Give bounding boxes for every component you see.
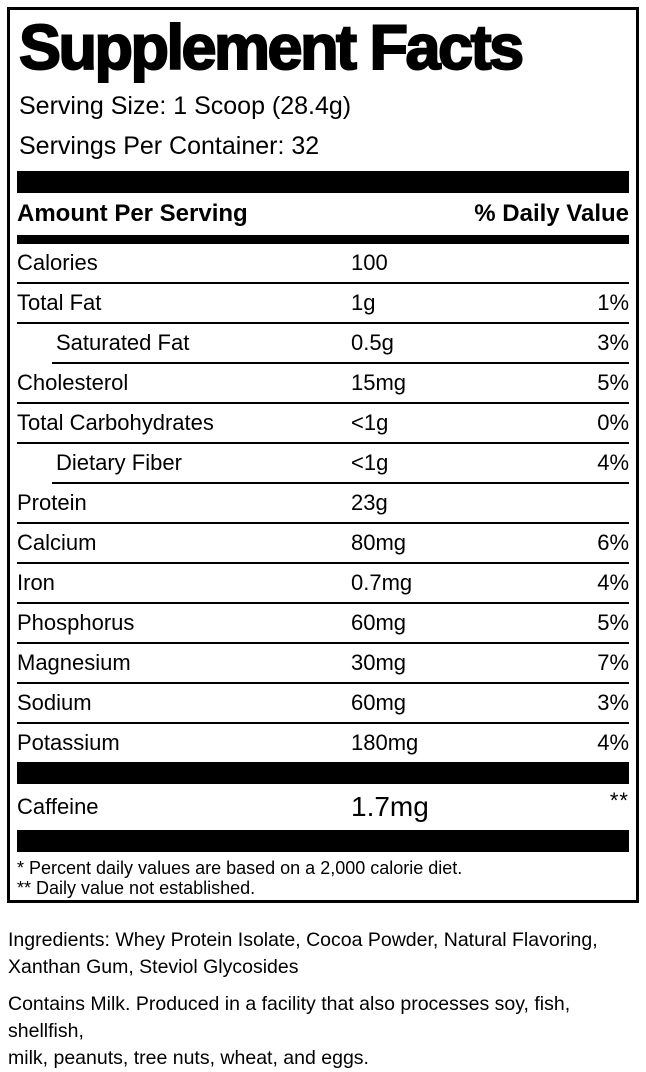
nutrient-row-magnesium: Magnesium 30mg 7% [17,644,629,682]
nutrient-row-protein: Protein 23g [17,484,629,522]
daily-value-header: % Daily Value [474,200,629,227]
nutrient-amount: 0.7mg [351,570,413,595]
nutrient-name: Dietary Fiber [56,450,182,475]
row-divider [17,522,629,524]
row-divider [17,402,629,404]
footnote-daily-values: * Percent daily values are based on a 2,… [17,858,463,878]
nutrient-daily-value: 4% [597,570,629,595]
nutrient-row-caffeine: Caffeine 1.7mg ** [17,784,629,830]
nutrient-amount: <1g [351,410,389,435]
nutrient-daily-value: 4% [597,450,629,475]
row-divider [17,682,629,684]
nutrient-name: Total Carbohydrates [17,410,214,435]
nutrient-row-total-fat: Total Fat 1g 1% [17,284,629,322]
servings-per-container-text: Servings Per Container: 32 [19,132,320,160]
nutrient-name: Magnesium [17,650,131,675]
nutrient-amount: 1g [351,290,376,315]
nutrient-amount: 30mg [351,650,407,675]
nutrient-amount: 80mg [351,530,407,555]
label-title: Supplement Facts [18,12,525,84]
nutrient-daily-value: 5% [597,610,629,635]
row-divider [17,602,629,604]
nutrient-name: Calcium [17,530,97,555]
nutrient-amount: 100 [351,250,388,275]
nutrient-amount: 60mg [351,690,407,715]
row-divider [17,642,629,644]
nutrient-row-calories: Calories 100 [17,244,629,282]
nutrient-amount: <1g [351,450,389,475]
nutrient-row-total-carbohydrates: Total Carbohydrates <1g 0% [17,404,629,442]
nutrient-row-dietary-fiber: Dietary Fiber <1g 4% [17,444,629,482]
nutrient-name: Total Fat [17,290,102,315]
nutrient-name: Protein [17,490,87,515]
footnote-not-established: ** Daily value not established. [17,878,256,898]
nutrient-row-saturated-fat: Saturated Fat 0.5g 3% [17,324,629,362]
nutrient-amount: 180mg [351,730,419,755]
nutrient-daily-value: 6% [597,530,629,555]
nutrient-daily-value: 3% [597,330,629,355]
divider-medium [17,235,629,244]
nutrient-daily-value: 4% [597,730,629,755]
divider-thick-middle [17,762,629,784]
ingredients-text: Ingredients: Whey Protein Isolate, Cocoa… [8,929,598,978]
row-divider [17,442,629,444]
nutrient-name: Caffeine [17,794,99,819]
nutrient-daily-value: 1% [597,290,629,315]
row-divider [17,722,629,724]
table-header-row: Amount Per Serving % Daily Value [17,193,629,235]
nutrient-name: Iron [17,570,55,595]
nutrient-amount: 0.5g [351,330,394,355]
amount-per-serving-header: Amount Per Serving [17,200,248,227]
nutrient-name: Phosphorus [17,610,135,635]
nutrient-name: Sodium [17,690,92,715]
footnotes: * Percent daily values are based on a 2,… [17,858,629,898]
nutrient-daily-value: 7% [597,650,629,675]
nutrient-amount: 60mg [351,610,407,635]
divider-thick-top [17,171,629,193]
nutrient-amount: 15mg [351,370,407,395]
nutrient-name: Potassium [17,730,120,755]
nutrient-name: Saturated Fat [56,330,190,355]
nutrient-amount: 23g [351,490,388,515]
nutrient-row-potassium: Potassium 180mg 4% [17,724,629,762]
serving-size-text: Serving Size: 1 Scoop (28.4g) [19,92,352,120]
nutrient-row-cholesterol: Cholesterol 15mg 5% [17,364,629,402]
supplement-facts-panel: Supplement Facts Serving Size: 1 Scoop (… [7,7,639,903]
allergen-statement-text: Contains Milk. Produced in a facility th… [8,993,571,1069]
nutrient-daily-value: 0% [597,410,629,435]
row-divider [17,562,629,564]
nutrient-row-phosphorus: Phosphorus 60mg 5% [17,604,629,642]
nutrient-row-iron: Iron 0.7mg 4% [17,564,629,602]
nutrient-name: Cholesterol [17,370,129,395]
nutrient-daily-value: ** [609,788,629,813]
row-divider-indented [52,362,629,364]
nutrient-daily-value: 5% [597,370,629,395]
row-divider [17,322,629,324]
nutrient-name: Calories [17,250,98,275]
nutrient-daily-value: 3% [597,690,629,715]
row-divider-indented [52,482,629,484]
nutrient-row-calcium: Calcium 80mg 6% [17,524,629,562]
row-divider [17,282,629,284]
divider-thick-bottom [17,830,629,852]
nutrient-row-sodium: Sodium 60mg 3% [17,684,629,722]
nutrient-amount: 1.7mg [351,791,429,822]
